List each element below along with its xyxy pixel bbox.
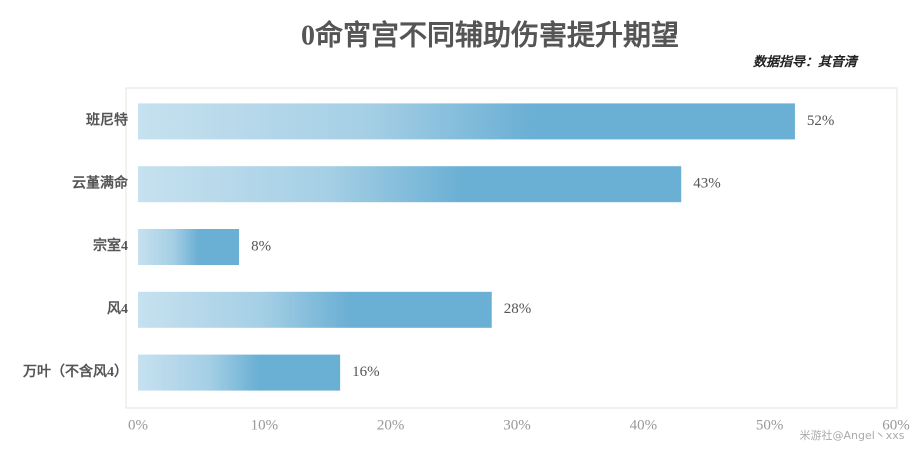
- watermark: 米游社@Angel丶xxs: [799, 428, 904, 442]
- y-tick-label: 宗室4: [93, 237, 128, 254]
- x-tick-label: 10%: [251, 417, 279, 433]
- data-label: 43%: [693, 176, 721, 192]
- bar: [138, 166, 682, 203]
- plot-area: [125, 87, 898, 409]
- y-tick-label: 风4: [107, 301, 128, 317]
- bar: [138, 291, 492, 328]
- data-label: 16%: [352, 364, 380, 380]
- bar: [138, 354, 341, 391]
- chart-title: 0命宵宫不同辅助伤害提升期望: [301, 18, 679, 51]
- x-tick-label: 60%: [882, 417, 910, 433]
- y-tick-label: 云堇满命: [72, 174, 129, 191]
- data-label: 8%: [251, 238, 271, 254]
- x-tick-label: 0%: [128, 417, 148, 433]
- chart-subtitle: 数据指导：其音清: [753, 54, 859, 69]
- x-tick-label: 50%: [756, 417, 784, 433]
- x-tick-label: 40%: [630, 417, 658, 433]
- data-label: 52%: [807, 113, 835, 129]
- x-tick-label: 20%: [377, 417, 405, 433]
- y-tick-label: 万叶（不含风4）: [22, 363, 128, 380]
- bar: [138, 103, 795, 140]
- bar: [138, 229, 240, 265]
- y-tick-label: 班尼特: [86, 112, 128, 129]
- x-tick-label: 30%: [503, 417, 531, 433]
- data-label: 28%: [504, 301, 532, 317]
